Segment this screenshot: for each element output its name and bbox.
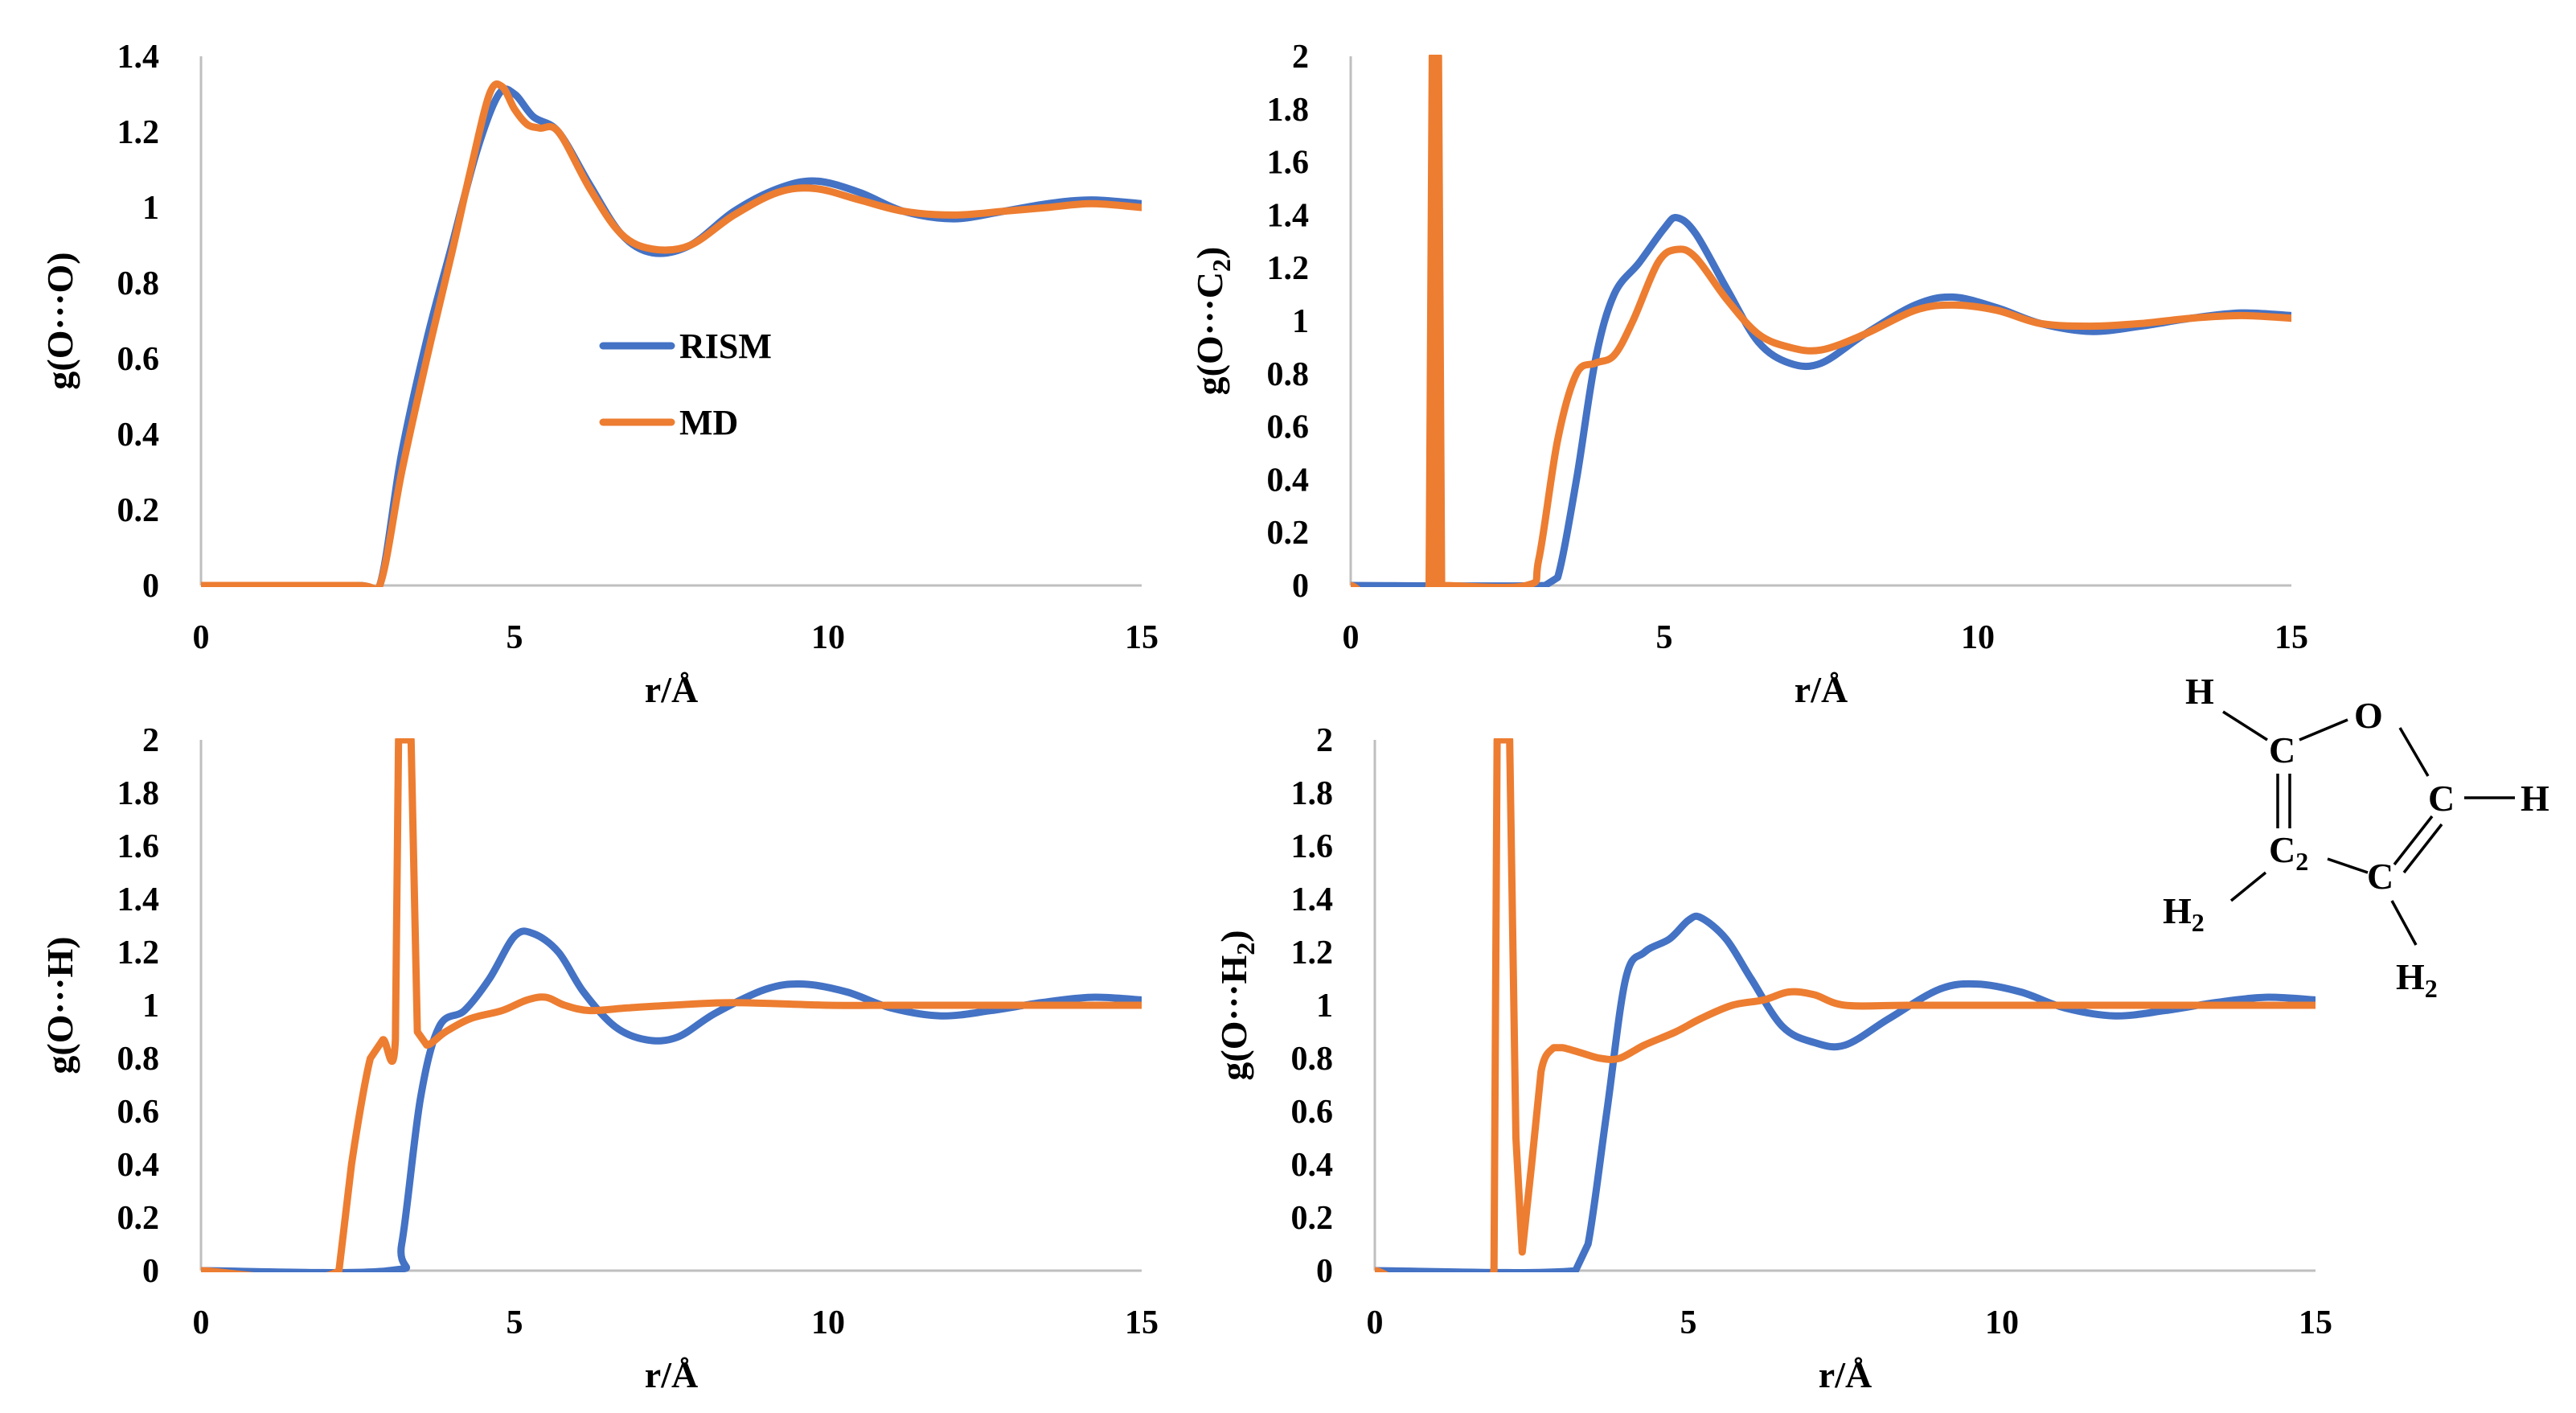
y-tick-label: 0.2 [1291,1200,1334,1237]
series-line-rism [201,85,1142,587]
atom-O: O [2354,695,2383,736]
y-tick-label: 0.2 [117,1200,160,1237]
x-tick-label: 10 [1961,619,1995,656]
x-axis-label: r/Å [645,1354,698,1395]
furan-structure-diagram: H O C C H C2 C H2 H2 [2163,671,2549,1003]
x-axis-label: r/Å [1795,669,1848,710]
bond-C-O [2299,718,2348,741]
bond-C-C-double-a [2393,815,2434,866]
y-tick-label: 1 [1316,988,1333,1025]
y-tick-label: 1.2 [1267,250,1310,287]
y-tick-label: 1.6 [1267,145,1310,182]
atom-C-bottom: C [2367,856,2393,897]
chart-OO: 0 5 10 15 0 0.2 0.4 0.6 0.8 1 1.2 1.4 r/Å g(O···O) RIS… [39,39,1159,710]
y-tick-label: 0 [1316,1253,1333,1290]
x-tick-label: 0 [1367,1304,1384,1341]
legend-label-md: MD [679,403,738,442]
bond-H-C-top-left [2222,710,2268,741]
y-tick-label: 0.8 [1291,1041,1334,1078]
y-tick-label: 0.8 [117,1041,160,1078]
series-line-rism [201,927,1142,1272]
y-tick-label: 2 [1316,722,1333,759]
y-tick-label: 1.4 [117,39,160,76]
y-tick-label: 0.2 [1267,515,1310,552]
bond-C2-H2 [2229,871,2267,902]
y-tick-label: 0 [142,1253,159,1290]
y-tick-label: 1.2 [117,114,160,151]
x-tick-label: 15 [1125,1304,1159,1341]
x-tick-label: 5 [507,619,523,656]
y-tick-label: 0.2 [117,492,160,529]
x-tick-label: 5 [1656,619,1673,656]
x-tick-label: 10 [811,1304,845,1341]
y-tick-label: 1.8 [1267,92,1310,129]
y-tick-label: 2 [142,722,159,759]
y-tick-label: 0.8 [117,265,160,302]
atom-H2-bottom: H2 [2396,956,2438,1003]
atom-C-left: C [2269,729,2295,770]
y-tick-label: 1 [1292,303,1309,340]
y-tick-label: 0 [1292,568,1309,605]
x-tick-label: 5 [507,1304,523,1341]
y-axis-label: g(O···C2) [1189,247,1236,396]
x-axis-label: r/Å [1819,1354,1872,1395]
y-tick-label: 1 [142,988,159,1025]
series-line-rism [1375,912,2316,1272]
y-tick-label: 1.8 [1291,775,1334,812]
series-line-md [201,738,1142,1272]
y-tick-label: 0.4 [117,1147,160,1184]
y-tick-label: 0.6 [1267,409,1310,446]
bond-O-C-right [2398,727,2430,777]
bond-C-H2 [2390,900,2418,946]
y-tick-label: 0.4 [1267,462,1310,499]
legend-label-rism: RISM [679,327,772,366]
chart-OH: 0 5 10 15 0 0.2 0.4 0.6 0.8 1 1.2 1.4 1.6 1.8 2 r/Å g(O·… [39,722,1159,1395]
x-tick-label: 10 [811,619,845,656]
y-tick-label: 0.6 [117,1094,160,1131]
series-line-md [201,80,1142,587]
series-line-rism [1351,214,2291,587]
y-tick-label: 1.6 [1291,828,1334,865]
y-tick-label: 0.4 [1291,1147,1334,1184]
y-tick-label: 1.2 [1291,934,1334,971]
chart-OH2: 0 5 10 15 0 0.2 0.4 0.6 0.8 1 1.2 1.4 1.6 1.8 2 r/Å g(O·… [1213,722,2332,1395]
x-tick-label: 0 [1343,619,1360,656]
y-tick-label: 1.4 [117,881,160,918]
atom-C-right: C [2428,778,2455,819]
chart-OC2: 0 5 10 15 0 0.2 0.4 0.6 0.8 1 1.2 1.4 1.6 1.8 2 r/Å g(O·… [1189,39,2308,710]
y-axis-label: g(O···O) [39,252,80,389]
y-tick-label: 1.2 [117,934,160,971]
x-tick-label: 0 [193,1304,210,1341]
y-tick-label: 2 [1292,39,1309,76]
bond-C2-C [2327,857,2369,874]
y-tick-label: 0.8 [1267,356,1310,393]
atom-H-top-left: H [2185,671,2214,712]
atom-H2-left: H2 [2163,890,2205,937]
y-tick-label: 1 [142,190,159,227]
bond-C-C-double-b [2402,823,2443,874]
x-axis-label: r/Å [645,669,698,710]
series-line-md [1375,738,2316,1272]
y-tick-label: 0 [142,568,159,605]
atom-C2: C2 [2269,829,2308,876]
y-tick-label: 0.6 [117,341,160,378]
y-tick-label: 0.6 [1291,1094,1334,1131]
y-axis-label: g(O···H) [39,936,80,1074]
y-tick-label: 1.6 [117,828,160,865]
atom-H-right: H [2521,778,2549,819]
y-tick-label: 1.8 [117,775,160,812]
x-tick-label: 15 [2275,619,2308,656]
x-tick-label: 0 [193,619,210,656]
x-tick-label: 15 [1125,619,1159,656]
x-tick-label: 5 [1680,1304,1697,1341]
x-tick-label: 15 [2299,1304,2332,1341]
x-tick-label: 10 [1985,1304,2019,1341]
y-tick-label: 0.4 [117,417,160,454]
y-tick-label: 1.4 [1291,881,1334,918]
y-axis-label: g(O···H2) [1213,930,1260,1080]
y-tick-label: 1.4 [1267,197,1310,234]
series-line-md [1351,55,2291,587]
